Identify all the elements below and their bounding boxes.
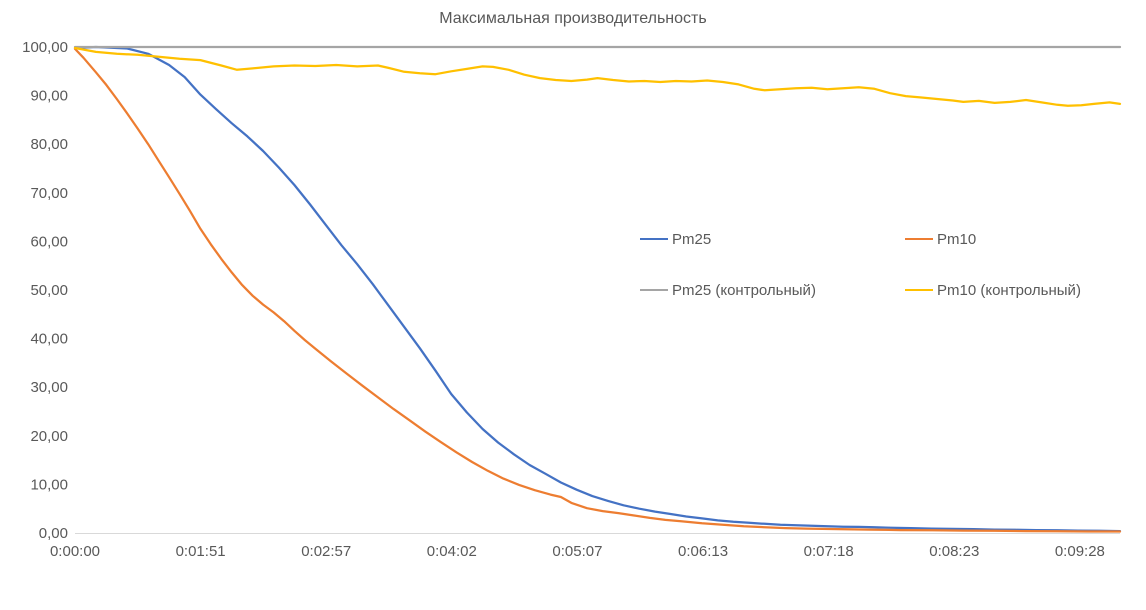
chart-title: Максимальная производительность xyxy=(439,10,707,27)
legend-item-Pm25[interactable]: Pm25 xyxy=(640,228,905,250)
x-tick-label: 0:06:13 xyxy=(678,543,728,560)
legend-swatch xyxy=(640,237,668,241)
legend-label: Pm10 (контрольный) xyxy=(937,281,1081,299)
y-tick-label: 80,00 xyxy=(30,136,68,153)
x-tick-label: 0:08:23 xyxy=(929,543,979,560)
y-tick-label: 0,00 xyxy=(39,525,68,542)
x-tick-label: 0:01:51 xyxy=(176,543,226,560)
x-tick-label: 0:02:57 xyxy=(301,543,351,560)
y-tick-label: 40,00 xyxy=(30,331,68,348)
legend-item-Pm25-(контрольный)[interactable]: Pm25 (контрольный) xyxy=(640,279,905,301)
legend-label: Pm25 (контрольный) xyxy=(672,281,816,299)
x-tick-label: 0:05:07 xyxy=(552,543,602,560)
y-tick-label: 70,00 xyxy=(30,185,68,202)
legend-label: Pm10 xyxy=(937,230,977,248)
x-tick-label: 0:04:02 xyxy=(427,543,477,560)
y-tick-label: 30,00 xyxy=(30,379,68,396)
legend-swatch xyxy=(905,288,933,292)
y-tick-label: 20,00 xyxy=(30,428,68,445)
x-tick-label: 0:07:18 xyxy=(804,543,854,560)
legend-swatch xyxy=(905,237,933,241)
series-line-Pm25[interactable] xyxy=(73,45,1122,533)
x-tick-label: 0:09:28 xyxy=(1055,543,1105,560)
legend-item-Pm10[interactable]: Pm10 xyxy=(905,228,1081,250)
series-line-Pm10-(контрольный)[interactable] xyxy=(73,46,1122,107)
legend-label: Pm25 xyxy=(672,230,712,248)
y-tick-label: 10,00 xyxy=(30,476,68,493)
y-tick-label: 50,00 xyxy=(30,282,68,299)
legend: Pm25 Pm10 Pm25 (контрольный) Pm10 (контроль… xyxy=(640,228,1081,301)
x-tick-label: 0:00:00 xyxy=(50,543,100,560)
series-line-Pm10[interactable] xyxy=(73,47,1122,533)
legend-swatch xyxy=(640,288,668,292)
legend-item-Pm10-(контрольный)[interactable]: Pm10 (контрольный) xyxy=(905,279,1081,301)
y-tick-label: 60,00 xyxy=(30,233,68,250)
y-tick-label: 100,00 xyxy=(22,39,68,56)
y-tick-label: 90,00 xyxy=(30,88,68,105)
